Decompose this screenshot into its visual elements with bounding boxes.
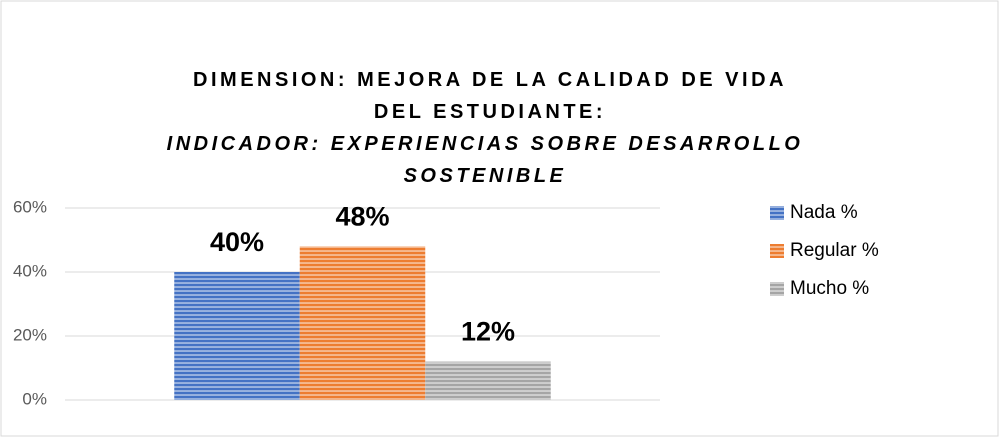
legend-swatch (770, 244, 784, 258)
y-tick-label: 0% (22, 389, 47, 408)
data-label: 48% (335, 202, 389, 232)
legend-label: Mucho % (790, 278, 869, 299)
data-label: 12% (461, 317, 515, 347)
legend-label: Regular % (790, 240, 879, 261)
y-tick-label: 60% (13, 197, 47, 216)
chart-title: DIMENSION: MEJORA DE LA CALIDAD DE VIDA … (193, 69, 787, 123)
bar (425, 361, 551, 400)
legend-swatch (770, 206, 784, 220)
legend-swatch (770, 282, 784, 296)
bar (174, 272, 300, 400)
y-tick-label: 40% (13, 261, 47, 280)
legend-label: Nada % (790, 202, 858, 223)
y-tick-label: 20% (13, 325, 47, 344)
chart-subtitle: INDICADOR: EXPERIENCIAS SOBRE DESARROLLO… (166, 133, 804, 187)
bar (299, 246, 426, 400)
data-label: 40% (210, 227, 264, 257)
